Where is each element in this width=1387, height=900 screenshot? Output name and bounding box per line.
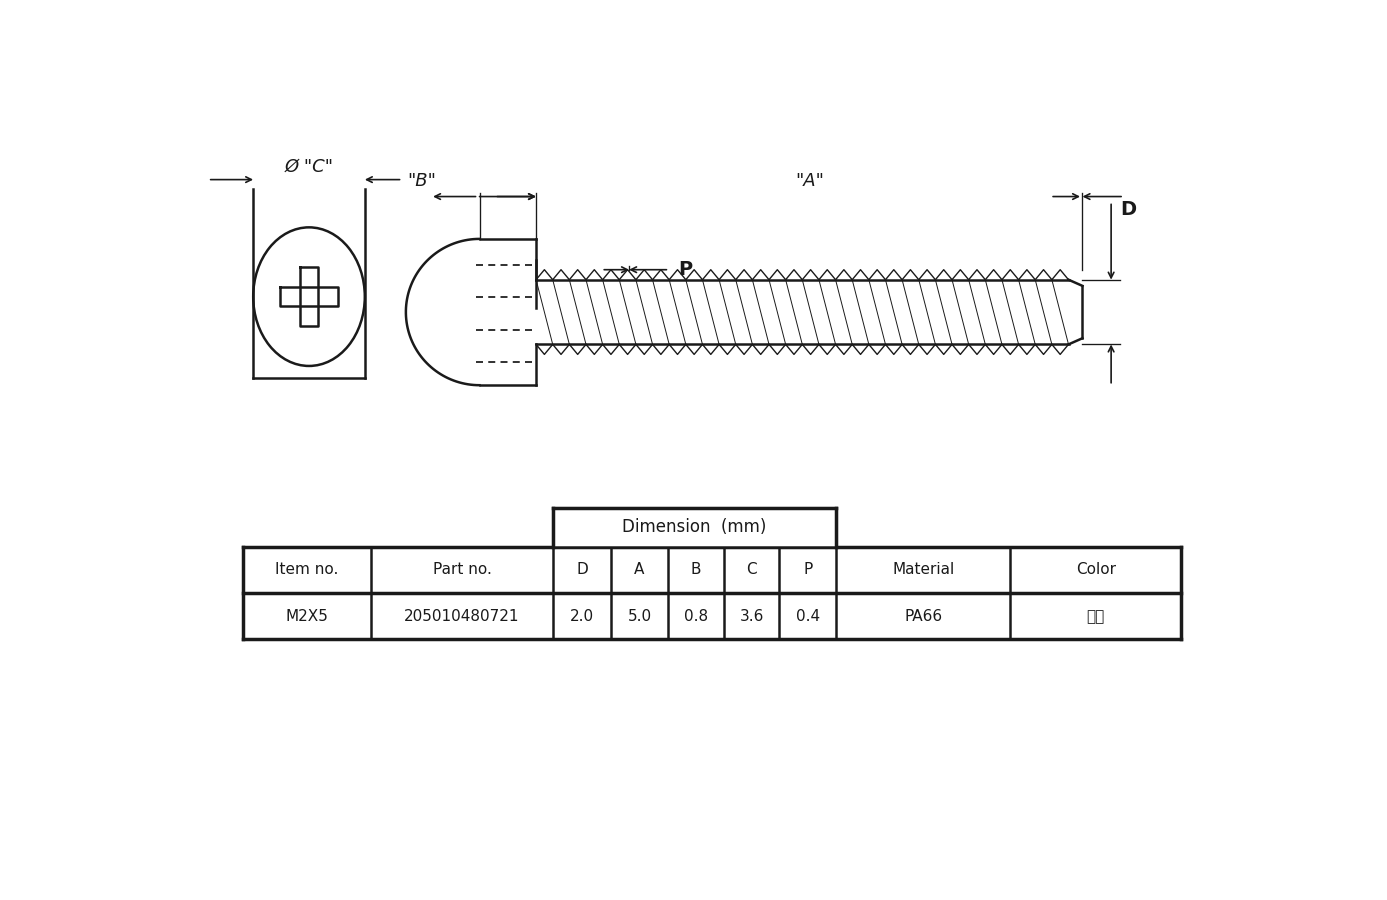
Text: 205010480721: 205010480721 (405, 608, 520, 624)
Bar (553, 508, 836, 547)
Text: "A": "A" (795, 173, 824, 191)
Text: "B": "B" (406, 173, 436, 191)
Text: 2.0: 2.0 (570, 608, 594, 624)
Text: P: P (678, 260, 692, 279)
Text: A: A (634, 562, 645, 578)
Text: Color: Color (1076, 562, 1115, 578)
Text: PA66: PA66 (904, 608, 942, 624)
Text: D: D (577, 562, 588, 578)
Text: 3.6: 3.6 (739, 608, 764, 624)
Text: B: B (691, 562, 700, 578)
Text: Dimension  (mm): Dimension (mm) (623, 518, 767, 536)
Text: Material: Material (892, 562, 954, 578)
Text: Dimension  (mm): Dimension (mm) (623, 518, 767, 536)
Text: Part no.: Part no. (433, 562, 491, 578)
Text: P: P (803, 562, 813, 578)
Text: 本色: 本色 (1086, 608, 1105, 624)
Text: 5.0: 5.0 (627, 608, 652, 624)
Text: C: C (746, 562, 757, 578)
Text: Item no.: Item no. (276, 562, 338, 578)
Text: D: D (1121, 200, 1136, 219)
Text: 0.4: 0.4 (796, 608, 820, 624)
Bar (553, 508, 836, 547)
Text: Ø "C": Ø "C" (284, 158, 333, 176)
Text: 0.8: 0.8 (684, 608, 707, 624)
Text: M2X5: M2X5 (286, 608, 329, 624)
